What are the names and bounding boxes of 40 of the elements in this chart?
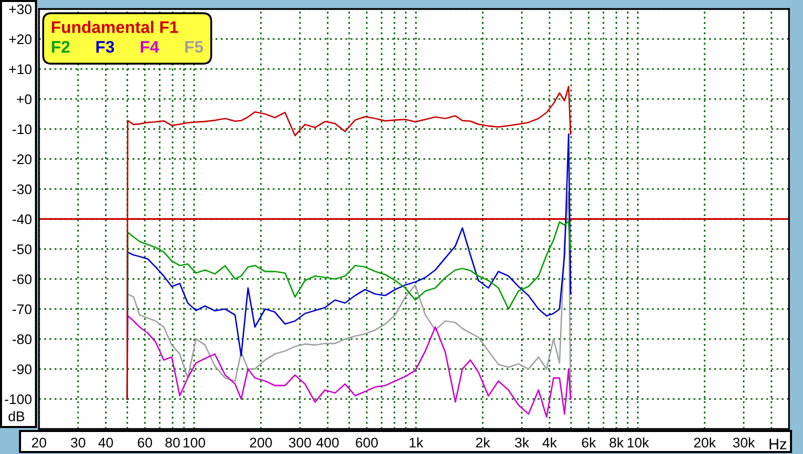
y-tick-label: -20 [12, 154, 32, 164]
text: F5 [185, 41, 204, 53]
x-tick-label: 200 [250, 438, 272, 448]
x-tick-label: 8k [610, 437, 624, 448]
y-tick-label: -70 [12, 304, 32, 314]
x-tick-label: 20k [694, 437, 716, 448]
y-tick-label: +30 [9, 4, 32, 14]
y-tick-label: +0 [16, 94, 32, 104]
x-tick-label: 30k [733, 437, 755, 448]
y-tick-label: +20 [9, 34, 32, 44]
x-axis-title: Hz [770, 438, 786, 450]
y-tick-label: -60 [12, 274, 32, 284]
x-tick-label: 2k [476, 437, 490, 448]
x-tick-label: 20 [32, 438, 46, 448]
y-tick-label: -10 [12, 124, 32, 134]
x-tick-label: 40 [98, 438, 113, 448]
x-tick-label: 300 [288, 438, 311, 448]
x-tick-label: 4k [542, 437, 557, 448]
x-tick-label: 60 [138, 438, 152, 448]
y-tick-label: -80 [12, 334, 32, 344]
x-tick-label: 30 [70, 438, 86, 448]
text: Fundamental F1 [52, 20, 178, 34]
x-tick-label: 1k [410, 437, 424, 448]
x-tick-label: 80 [165, 438, 180, 448]
x-tick-label: 6k [582, 437, 596, 448]
y-axis-title: dB [8, 411, 24, 422]
y-tick-label: -90 [12, 364, 32, 374]
y-tick-label: -30 [12, 184, 32, 194]
x-tick-label: 10k [628, 437, 650, 448]
y-tick-label: -50 [12, 244, 32, 254]
x-tick-label: 3k [515, 437, 530, 448]
x-tick-label: 400 [316, 438, 339, 448]
y-tick-label: -40 [12, 214, 32, 224]
y-tick-label: -100 [4, 394, 32, 404]
text: F3 [96, 40, 114, 53]
y-tick-label: +10 [9, 64, 32, 74]
text: F4 [140, 41, 160, 53]
x-tick-label: 100 [184, 438, 206, 448]
text: F2 [52, 40, 70, 53]
x-tick-label: 600 [356, 438, 378, 448]
